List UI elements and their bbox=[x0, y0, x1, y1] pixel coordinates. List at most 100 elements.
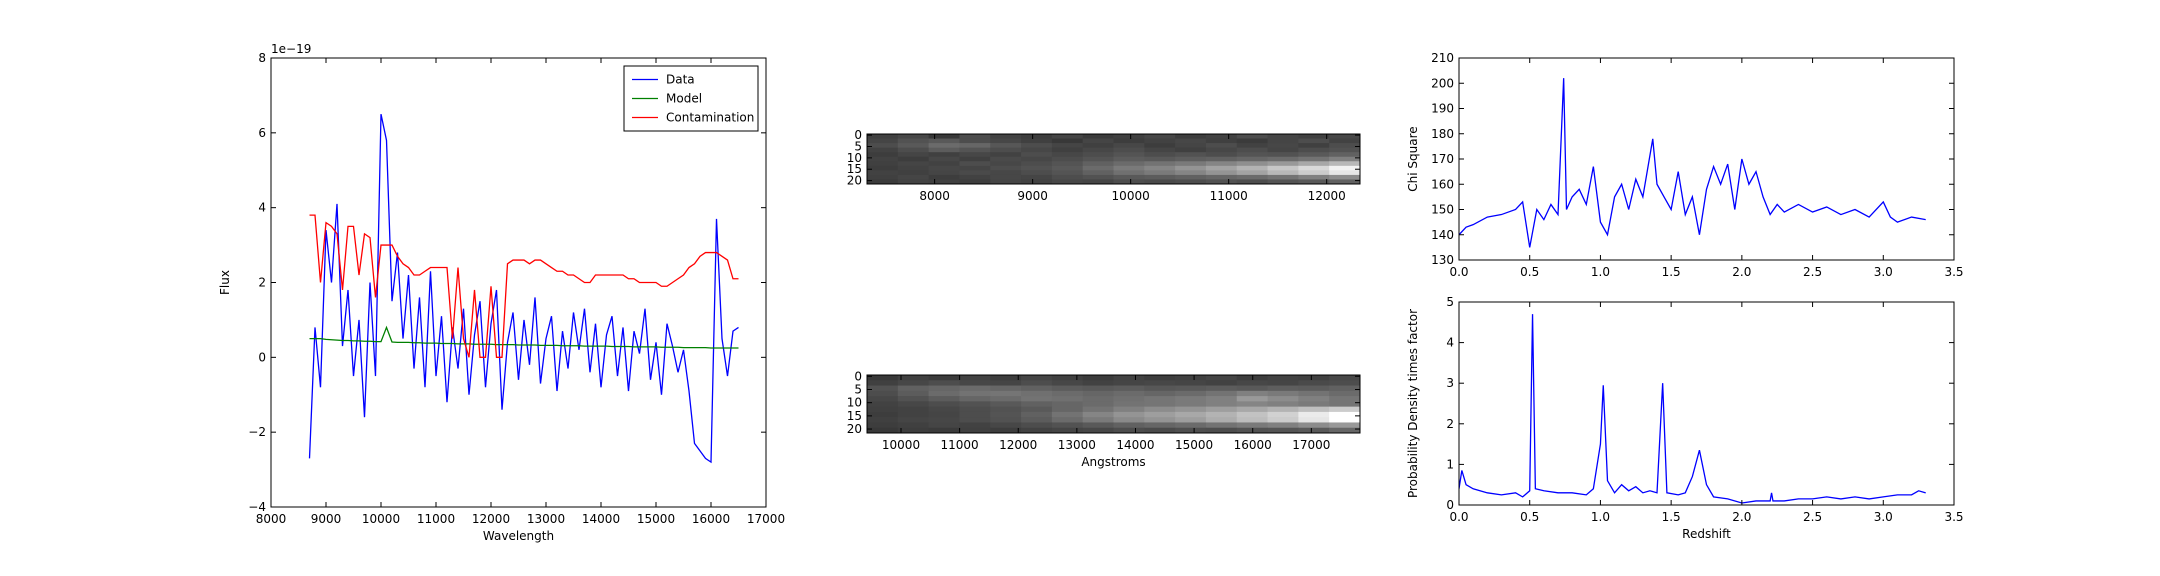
legend-label: Model bbox=[666, 92, 702, 106]
panel: 10000 11000 12000 13000 14000 15000 16000 17000… bbox=[847, 369, 1361, 469]
heatmap-cell bbox=[928, 411, 960, 418]
heatmap-cell bbox=[990, 390, 1022, 397]
heatmap-cell bbox=[1236, 170, 1269, 176]
heatmap-cell bbox=[990, 401, 1022, 408]
heatmap-cell bbox=[1236, 134, 1269, 140]
heatmap-cell bbox=[928, 165, 960, 171]
heatmap-cell bbox=[990, 161, 1022, 167]
heatmap-cell bbox=[959, 401, 991, 408]
heatmap-cell bbox=[959, 170, 991, 176]
heatmap-cell bbox=[1175, 165, 1207, 171]
heatmap-cell bbox=[1175, 161, 1207, 167]
heatmap-cell bbox=[1144, 165, 1176, 171]
heatmap-cell bbox=[897, 138, 930, 144]
x-tick-label: 1.5 bbox=[1662, 510, 1681, 524]
heatmap-cell bbox=[1267, 161, 1299, 167]
x-tick-label: 11000 bbox=[1210, 189, 1248, 203]
x-tick-label: 2.0 bbox=[1732, 510, 1751, 524]
x-axis-label: Angstroms bbox=[1081, 455, 1145, 469]
heatmap-cell bbox=[1144, 385, 1176, 392]
y-axis-label: Probability Density times factor bbox=[1406, 309, 1420, 498]
heatmap-cell bbox=[990, 417, 1022, 423]
heatmap-cell bbox=[1113, 422, 1145, 429]
heatmap-cell bbox=[1329, 422, 1361, 429]
heatmap-cell bbox=[1205, 380, 1238, 387]
heatmap-cell bbox=[959, 147, 991, 153]
heatmap-cell bbox=[1267, 174, 1299, 180]
heatmap-cell bbox=[1298, 138, 1330, 144]
heatmap-cell bbox=[1113, 152, 1145, 158]
heatmap-cell bbox=[928, 401, 960, 408]
heatmap-cell bbox=[1267, 156, 1299, 162]
heatmap-cell bbox=[1236, 165, 1269, 171]
heatmap-cell bbox=[1021, 179, 1053, 185]
heatmap-cell bbox=[1051, 401, 1084, 408]
heatmap-cell bbox=[1205, 406, 1238, 413]
heatmap-cell bbox=[1021, 165, 1053, 171]
heatmap-cell bbox=[959, 161, 991, 167]
heatmap-cell bbox=[1298, 385, 1330, 392]
heatmap-cell bbox=[1267, 385, 1299, 392]
heatmap-cell bbox=[1144, 406, 1176, 413]
heatmap-cell bbox=[1298, 161, 1330, 167]
y-tick-label: 15 bbox=[847, 409, 862, 423]
heatmap-cell bbox=[897, 156, 930, 162]
heatmap-cell bbox=[1144, 179, 1176, 185]
heatmap-cell bbox=[1329, 152, 1361, 158]
heatmap-cell bbox=[1329, 179, 1361, 185]
heatmap-cell bbox=[1175, 427, 1207, 434]
heatmap-cell bbox=[1082, 170, 1114, 176]
heatmap-cell bbox=[1236, 147, 1269, 153]
y-tick-label: 210 bbox=[1431, 51, 1454, 65]
heatmap-cell bbox=[1267, 380, 1299, 387]
heatmap-cell bbox=[1329, 401, 1361, 408]
heatmap-cell bbox=[990, 138, 1022, 144]
heatmap-cell bbox=[1082, 152, 1114, 158]
heatmap-cell bbox=[1051, 147, 1084, 153]
heatmap-cell bbox=[1329, 406, 1361, 413]
heatmap-cell bbox=[959, 417, 991, 423]
heatmap-cell bbox=[1267, 396, 1299, 402]
heatmap-cell bbox=[1082, 422, 1114, 429]
heatmap-cell bbox=[959, 134, 991, 140]
heatmap-cell bbox=[990, 165, 1022, 171]
heatmap-cell bbox=[867, 147, 899, 153]
heatmap-cell bbox=[867, 143, 899, 149]
heatmap-cell bbox=[928, 422, 960, 429]
heatmap-cell bbox=[1236, 156, 1269, 162]
heatmap-cell bbox=[1329, 390, 1361, 397]
heatmap-cell bbox=[1267, 375, 1299, 381]
heatmap-cell bbox=[1021, 427, 1053, 434]
heatmap-cell bbox=[928, 138, 960, 144]
heatmap-cell bbox=[1205, 422, 1238, 429]
heatmap-cell bbox=[1236, 422, 1269, 429]
heatmap-cell bbox=[1329, 385, 1361, 392]
heatmap-cell bbox=[867, 134, 899, 140]
heatmap-cell bbox=[1298, 152, 1330, 158]
heatmap-cell bbox=[1267, 165, 1299, 171]
axes-frame bbox=[866, 374, 1361, 434]
heatmap-cell bbox=[1113, 390, 1145, 397]
heatmap-cell bbox=[1144, 375, 1176, 381]
x-axis-label: Wavelength bbox=[483, 529, 554, 543]
heatmap-cell bbox=[1205, 411, 1238, 418]
x-tick-label: 12000 bbox=[999, 438, 1037, 452]
heatmap-cell bbox=[897, 152, 930, 158]
heatmap-cell bbox=[1082, 156, 1114, 162]
heatmap-cell bbox=[1267, 134, 1299, 140]
heatmap-cell bbox=[1021, 174, 1053, 180]
heatmap-cell bbox=[928, 143, 960, 149]
heatmap-cell bbox=[1144, 380, 1176, 387]
heatmap-cell bbox=[928, 406, 960, 413]
heatmap-cell bbox=[1082, 161, 1114, 167]
heatmap-cell bbox=[1144, 401, 1176, 408]
heatmap-cell bbox=[1175, 390, 1207, 397]
heatmap-cell bbox=[1298, 406, 1330, 413]
heatmap-cell bbox=[990, 422, 1022, 429]
heatmap-cell bbox=[928, 417, 960, 423]
heatmap-cell bbox=[990, 380, 1022, 387]
y-tick-label: 200 bbox=[1431, 76, 1454, 90]
heatmap-cell bbox=[897, 179, 930, 185]
heatmap-cell bbox=[1298, 411, 1330, 418]
